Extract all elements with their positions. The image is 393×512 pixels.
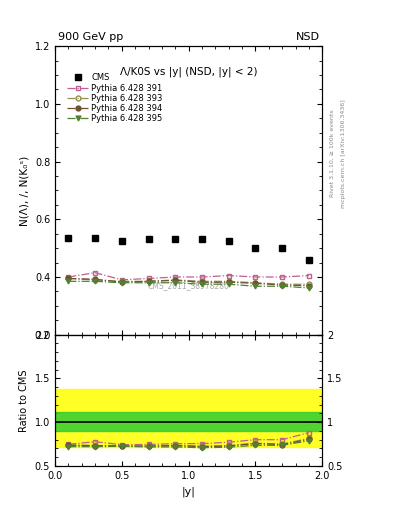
CMS	[66, 235, 71, 241]
Line: Pythia 6.428 393: Pythia 6.428 393	[66, 276, 311, 287]
Pythia 6.428 394	[280, 282, 285, 288]
Y-axis label: Ratio to CMS: Ratio to CMS	[19, 369, 29, 432]
Text: NSD: NSD	[296, 32, 320, 42]
Pythia 6.428 395	[280, 283, 285, 289]
CMS	[146, 237, 151, 243]
CMS	[307, 257, 311, 263]
Pythia 6.428 393	[280, 281, 285, 287]
Pythia 6.428 395	[173, 280, 178, 286]
Pythia 6.428 394	[173, 278, 178, 284]
Pythia 6.428 394	[226, 279, 231, 285]
Pythia 6.428 393	[173, 277, 178, 283]
Pythia 6.428 393	[253, 280, 258, 286]
Pythia 6.428 395	[200, 281, 204, 287]
Pythia 6.428 395	[253, 283, 258, 289]
CMS	[173, 237, 178, 243]
Pythia 6.428 391	[226, 272, 231, 279]
Pythia 6.428 391	[119, 277, 124, 283]
Pythia 6.428 395	[66, 278, 71, 284]
Y-axis label: N(Λ), /, N(K₀ˢ): N(Λ), /, N(K₀ˢ)	[19, 155, 29, 225]
Text: mcplots.cern.ch [arXiv:1306.3436]: mcplots.cern.ch [arXiv:1306.3436]	[342, 99, 346, 208]
Pythia 6.428 391	[93, 270, 97, 276]
Pythia 6.428 394	[307, 283, 311, 289]
Pythia 6.428 391	[280, 274, 285, 280]
Pythia 6.428 394	[66, 275, 71, 282]
Text: 900 GeV pp: 900 GeV pp	[58, 32, 123, 42]
Line: Pythia 6.428 394: Pythia 6.428 394	[66, 276, 311, 288]
Text: CMS_2011_S8978280: CMS_2011_S8978280	[148, 281, 230, 290]
Pythia 6.428 393	[200, 278, 204, 284]
Line: Pythia 6.428 391: Pythia 6.428 391	[66, 270, 311, 282]
Pythia 6.428 395	[93, 278, 97, 284]
CMS	[119, 238, 124, 244]
Pythia 6.428 394	[253, 280, 258, 286]
Pythia 6.428 393	[66, 275, 71, 282]
CMS	[93, 235, 97, 241]
Pythia 6.428 394	[200, 279, 204, 285]
Pythia 6.428 391	[307, 272, 311, 279]
CMS	[226, 238, 231, 244]
Pythia 6.428 393	[146, 278, 151, 284]
Pythia 6.428 393	[93, 277, 97, 283]
Pythia 6.428 391	[200, 274, 204, 280]
CMS	[253, 245, 258, 251]
CMS	[200, 237, 204, 243]
Pythia 6.428 391	[146, 275, 151, 282]
CMS	[280, 245, 285, 251]
Pythia 6.428 393	[307, 281, 311, 287]
Line: CMS: CMS	[65, 234, 312, 263]
Text: Λ/K0S vs |y| (NSD, |y| < 2): Λ/K0S vs |y| (NSD, |y| < 2)	[120, 66, 257, 77]
Pythia 6.428 391	[173, 274, 178, 280]
Pythia 6.428 395	[146, 280, 151, 286]
Pythia 6.428 395	[226, 281, 231, 287]
Legend: CMS, Pythia 6.428 391, Pythia 6.428 393, Pythia 6.428 394, Pythia 6.428 395: CMS, Pythia 6.428 391, Pythia 6.428 393,…	[67, 73, 163, 123]
Pythia 6.428 395	[307, 285, 311, 291]
Pythia 6.428 393	[226, 278, 231, 284]
Line: Pythia 6.428 395: Pythia 6.428 395	[66, 279, 311, 290]
Pythia 6.428 391	[253, 274, 258, 280]
Pythia 6.428 391	[66, 274, 71, 280]
X-axis label: |y|: |y|	[182, 486, 196, 497]
Text: Rivet 3.1.10, ≥ 100k events: Rivet 3.1.10, ≥ 100k events	[330, 110, 334, 198]
Pythia 6.428 395	[119, 280, 124, 286]
Pythia 6.428 394	[119, 279, 124, 285]
Pythia 6.428 394	[93, 276, 97, 283]
Pythia 6.428 394	[146, 278, 151, 284]
Pythia 6.428 393	[119, 278, 124, 284]
